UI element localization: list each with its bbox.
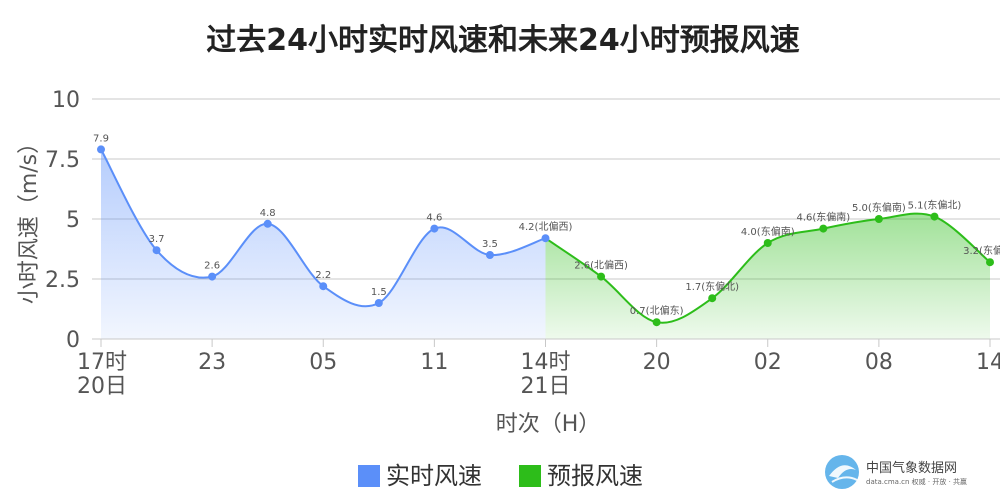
data-label-realtime: 3.5 [482, 239, 498, 250]
x-tick-label: 17时 [77, 350, 127, 375]
data-point-forecast[interactable] [986, 258, 994, 267]
data-point-realtime[interactable] [263, 219, 272, 228]
data-label-forecast: 4.6(东偏南) [796, 211, 850, 224]
y-tick-label: 10 [52, 88, 80, 113]
legend-item-forecast[interactable]: 预报风速 [519, 462, 643, 490]
data-point-realtime[interactable] [485, 251, 494, 259]
y-tick-label: 7.5 [45, 148, 80, 173]
watermark-sub: data.cma.cn 权威 · 开放 · 共赢 [866, 477, 967, 486]
watermark: 中国气象数据网 data.cma.cn 权威 · 开放 · 共赢 [825, 455, 967, 489]
data-label-realtime: 4.6 [426, 213, 442, 224]
data-label-realtime: 4.8 [260, 208, 276, 219]
data-point-forecast[interactable] [652, 318, 661, 327]
data-point-realtime[interactable] [430, 224, 439, 233]
data-point-forecast[interactable] [763, 239, 772, 247]
data-label-realtime: 2.2 [315, 270, 331, 281]
x-tick-label: 14时 [521, 350, 571, 375]
data-label-realtime: 4.2(北偏西) [519, 220, 573, 233]
y-tick-label: 5 [66, 208, 80, 233]
legend: 实时风速 预报风速 [358, 462, 643, 490]
y-tick-label: 0 [66, 328, 80, 353]
data-point-forecast[interactable] [819, 224, 828, 233]
data-point-forecast[interactable] [874, 215, 883, 223]
x-tick-label: 08 [865, 350, 893, 375]
data-label-forecast: 3.2(东偏北) [963, 244, 1000, 257]
data-label-realtime: 2.6 [204, 261, 220, 272]
x-tick-sublabel: 21日 [521, 374, 571, 399]
x-tick-sublabel: 20日 [77, 374, 127, 399]
legend-swatch-realtime [358, 465, 380, 487]
legend-label-realtime: 实时风速 [386, 462, 482, 490]
x-tick-label: 11 [420, 350, 448, 375]
x-tick-label: 02 [754, 350, 782, 375]
series-areas [101, 149, 990, 339]
data-label-forecast: 4.0(东偏南) [741, 225, 795, 238]
data-point-realtime[interactable] [541, 234, 550, 243]
y-axis-ticks: 0 2.5 5 7.5 10 [45, 88, 80, 353]
data-point-realtime[interactable] [319, 282, 328, 291]
data-label-forecast: 2.6(北偏西) [574, 259, 628, 272]
data-label-forecast: 0.7(北偏东) [630, 304, 684, 317]
watermark-name: 中国气象数据网 [866, 460, 957, 476]
data-point-forecast[interactable] [930, 212, 939, 221]
data-point-realtime[interactable] [208, 272, 217, 281]
series-area-forecast [545, 213, 990, 339]
x-tick-label: 23 [198, 350, 226, 375]
y-axis-title: 小时风速（m/s） [17, 132, 42, 304]
data-point-forecast[interactable] [708, 294, 717, 303]
y-tick-label: 2.5 [45, 268, 80, 293]
data-point-realtime[interactable] [374, 299, 383, 307]
data-label-forecast: 1.7(东偏北) [685, 280, 739, 293]
data-point-forecast[interactable] [597, 272, 606, 281]
x-tick-label: 05 [309, 350, 337, 375]
data-label-forecast: 5.1(东偏北) [908, 199, 962, 212]
legend-label-forecast: 预报风速 [547, 462, 643, 490]
data-label-realtime: 1.5 [371, 287, 387, 298]
data-labels: 7.9 3.7 2.6 4.8 2.2 1.5 4.6 3.5 4.2(北偏西) 2.6(北偏西)… [93, 133, 1000, 317]
legend-item-realtime[interactable]: 实时风速 [358, 462, 482, 490]
data-point-realtime[interactable] [97, 145, 105, 154]
data-label-realtime: 3.7 [149, 234, 165, 245]
series-area-realtime [101, 149, 546, 339]
series-points [97, 145, 994, 327]
x-tick-label: 14 [976, 350, 1000, 375]
x-axis-title: 时次（H） [496, 412, 601, 437]
chart-title: 过去24小时实时风速和未来24小时预报风速 [206, 23, 800, 58]
x-tick-label: 20 [643, 350, 671, 375]
data-label-forecast: 5.0(东偏南) [852, 201, 906, 214]
data-label-realtime: 7.9 [93, 133, 109, 144]
cma-logo-icon [825, 455, 859, 489]
legend-swatch-forecast [519, 465, 541, 487]
data-point-realtime[interactable] [152, 246, 161, 255]
